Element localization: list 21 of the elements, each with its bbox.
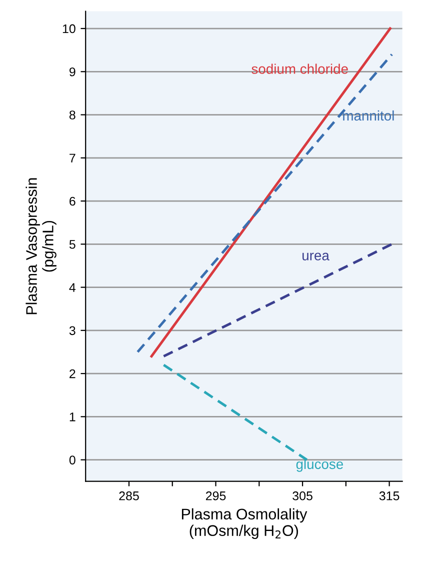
x-tick-label: 305 <box>292 491 312 500</box>
y-tick-label: 8 <box>69 110 76 120</box>
y-tick-label: 5 <box>69 240 76 249</box>
y-tick-label: 9 <box>70 67 76 76</box>
series-label: mannitol <box>343 110 394 121</box>
series-label: glucose <box>296 458 344 472</box>
series-label: urea <box>302 252 330 260</box>
y-tick-label: 7 <box>70 154 76 162</box>
y-tick-label: 3 <box>69 326 76 336</box>
y-tick-label: 1 <box>70 412 76 422</box>
y-tick-label: 6 <box>70 196 76 206</box>
y-tick-label: 4 <box>69 283 76 292</box>
y-tick-label: 2 <box>70 369 76 378</box>
x-tick-label: 285 <box>119 491 139 500</box>
series-label: sodium chloride <box>252 64 348 74</box>
x-tick-label: 315 <box>379 491 400 500</box>
x-axis-title: Plasma Osmolality (mOsm/kg H$_{2}$O) <box>182 508 308 540</box>
y-tick-label: 0 <box>69 456 76 464</box>
y-tick-label: 10 <box>62 24 76 34</box>
x-tick-label: 295 <box>206 491 226 500</box>
y-axis-title: Plasma Vasopressin (pg/mL) <box>26 178 56 314</box>
